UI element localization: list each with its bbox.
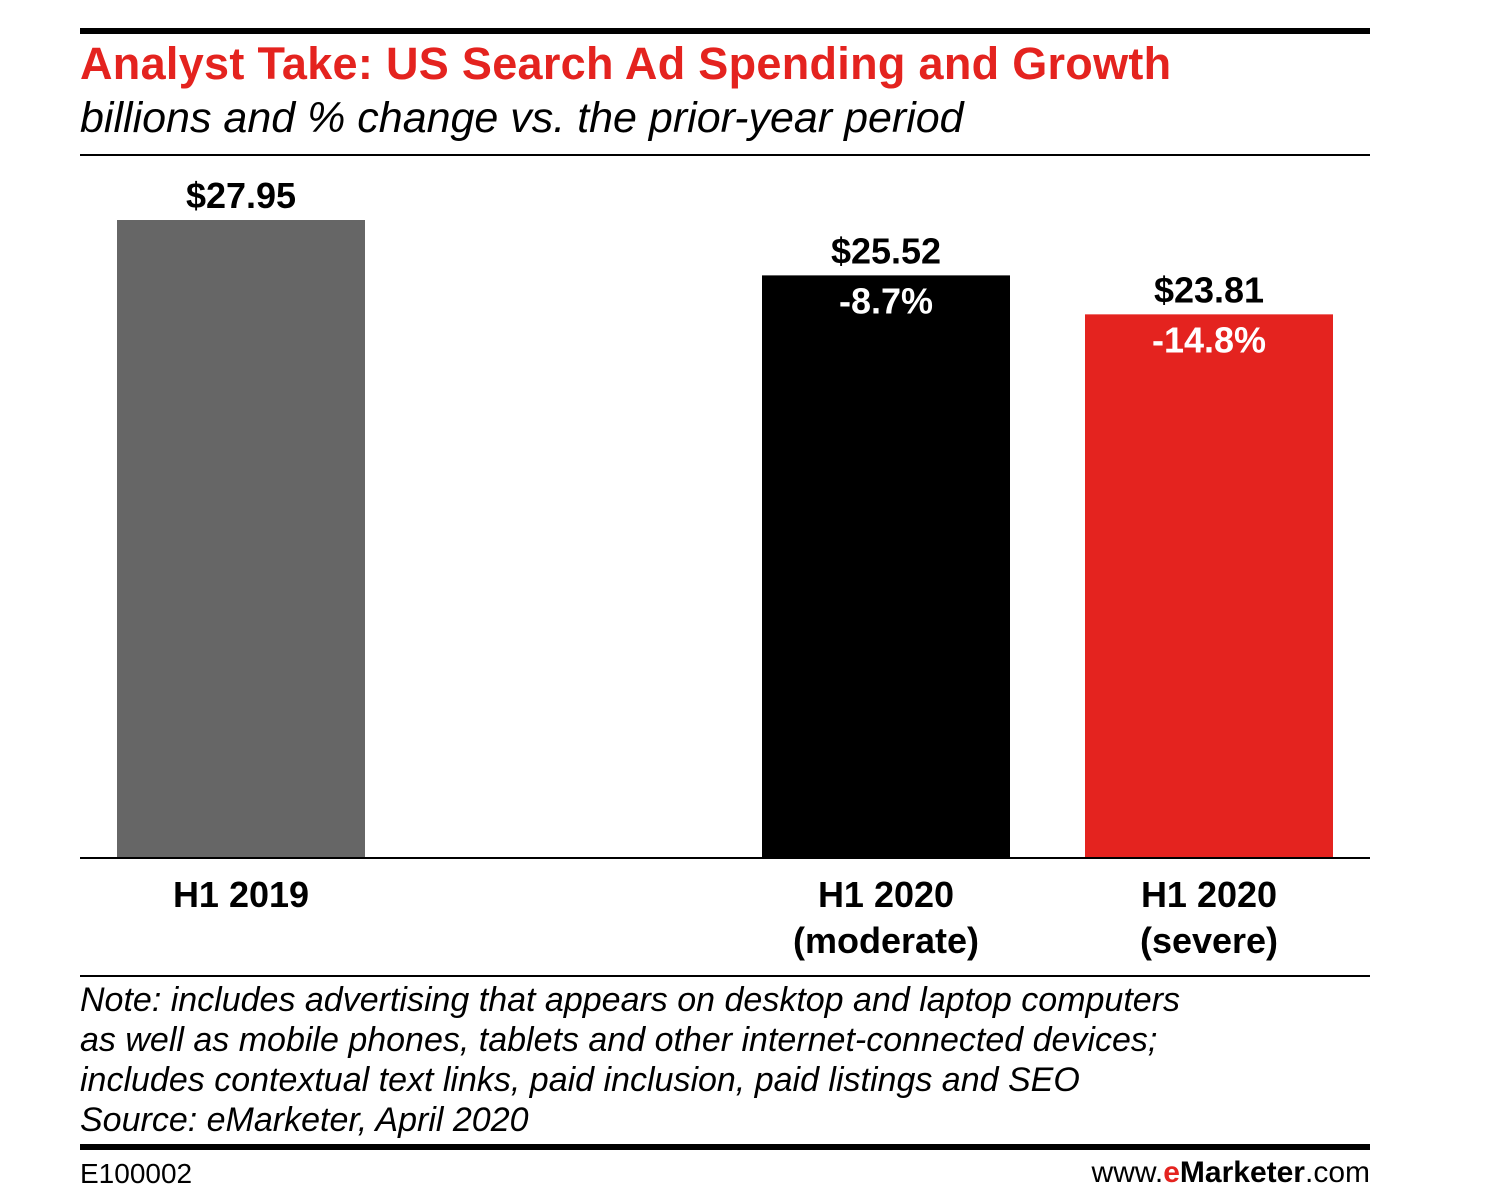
top-rule — [80, 28, 1370, 34]
chart-title: Analyst Take: US Search Ad Spending and … — [80, 38, 1172, 89]
notes-block: Note: includes advertising that appears … — [80, 980, 1180, 1140]
bar-chart: $27.95 H1 2019 $25.52 -8.7% H1 2020 (moderate… — [80, 175, 1370, 961]
url-brand-rest: Marketer — [1179, 1156, 1305, 1189]
source-url[interactable]: www.eMarketer.com — [1092, 1156, 1370, 1190]
url-brand-e: e — [1163, 1156, 1180, 1189]
note-line-2: as well as mobile phones, tablets and ot… — [80, 1021, 1158, 1059]
bar-3 — [1085, 314, 1333, 857]
category-label-1-line-1: H1 2019 — [173, 874, 309, 915]
url-suffix: .com — [1304, 1156, 1370, 1189]
note-line-1: Note: includes advertising that appears … — [80, 981, 1181, 1019]
category-label-2-line-2: (moderate) — [793, 920, 979, 961]
chart-id: E100002 — [80, 1158, 193, 1189]
chart-subtitle: billions and % change vs. the prior-year… — [80, 94, 964, 142]
value-label-3: $23.81 — [1154, 269, 1264, 310]
category-label-3-line-1: H1 2020 — [1141, 874, 1277, 915]
change-label-2: -8.7% — [839, 280, 933, 321]
subtitle-rule — [80, 154, 1370, 156]
url-prefix: www. — [1091, 1156, 1164, 1189]
notes-top-rule — [80, 975, 1370, 977]
note-line-3: includes contextual text links, paid inc… — [80, 1061, 1080, 1099]
value-label-2: $25.52 — [831, 230, 941, 271]
source-line: Source: eMarketer, April 2020 — [80, 1101, 529, 1139]
category-label-3-line-2: (severe) — [1140, 920, 1278, 961]
bottom-rule — [80, 1144, 1370, 1150]
change-label-3: -14.8% — [1152, 319, 1266, 360]
bar-1 — [117, 220, 365, 857]
bar-2 — [762, 275, 1010, 857]
value-label-1: $27.95 — [186, 175, 296, 216]
category-label-2-line-1: H1 2020 — [818, 874, 954, 915]
